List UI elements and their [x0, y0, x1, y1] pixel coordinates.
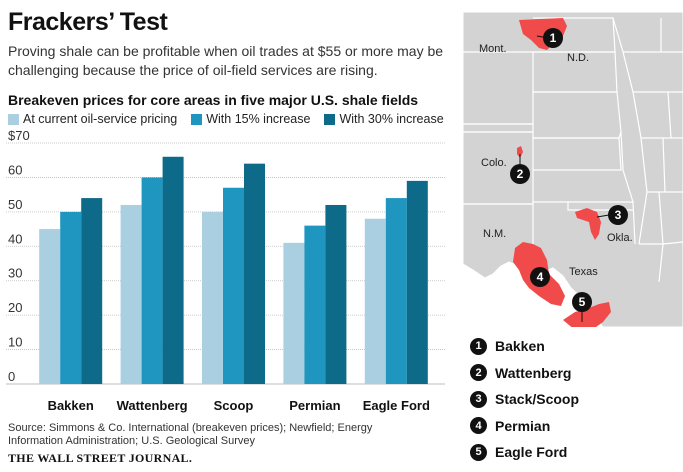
bar: [283, 242, 305, 384]
marker-3-label: 3: [615, 208, 622, 222]
y-tick-label: 50: [8, 197, 22, 212]
y-tick-label: 30: [8, 266, 22, 281]
y-tick-label: 60: [8, 162, 22, 177]
legend-label-15pct: With 15% increase: [206, 112, 311, 126]
y-tick-label: $70: [8, 130, 30, 143]
publisher-credit: THE WALL STREET JOURNAL.: [8, 451, 193, 465]
bar: [364, 218, 386, 384]
legend-item-current: At current oil-service pricing: [8, 112, 177, 126]
marker-4-label: 4: [537, 270, 544, 284]
wattenberg-region: [517, 146, 523, 158]
map-legend-item-bakken: 1 Bakken: [470, 333, 579, 360]
marker-1-circle: [543, 28, 563, 48]
bar-chart: $70 60 50 40 30 20 10 0 Bakken Wattenberg Scoop Per…: [6, 130, 445, 413]
marker-2-circle: [510, 164, 530, 184]
marker-3-circle: [608, 205, 628, 225]
bar: [223, 187, 244, 384]
x-tick-label: Bakken: [48, 398, 94, 413]
subtitle: Proving shale can be profitable when oil…: [8, 43, 444, 78]
legend-item-15pct: With 15% increase: [191, 112, 310, 126]
bar: [81, 198, 103, 384]
map-legend: 1 Bakken 2 Wattenberg 3 Stack/Scoop 4 Pe…: [470, 333, 579, 466]
legend-swatch-15pct: [191, 113, 203, 125]
us-shale-map: Mont. N.D. Colo. N.M. Okla. Texas 1 2 3 …: [463, 12, 683, 327]
chart-legend: At current oil-service pricing With 15% …: [8, 112, 444, 126]
x-tick-label: Scoop: [214, 398, 254, 413]
marker-2-label: 2: [517, 167, 524, 181]
map-label-mont: Mont.: [479, 43, 507, 55]
map-legend-item-permian: 4 Permian: [470, 413, 579, 440]
x-tick-label: Eagle Ford: [363, 398, 430, 413]
bar: [406, 180, 428, 384]
map-legend-label-eagle-ford: Eagle Ford: [495, 444, 568, 461]
bar: [120, 204, 142, 384]
map-legend-label-wattenberg: Wattenberg: [495, 364, 572, 381]
state-borders: [463, 17, 683, 283]
map-markers: 1 2 3 4 5: [510, 28, 628, 322]
legend-swatch-30pct: [324, 113, 336, 125]
x-tick-label: Permian: [289, 398, 340, 413]
map-legend-num-1: 1: [470, 337, 487, 355]
marker-5-label: 5: [579, 295, 586, 309]
y-tick-label: 20: [8, 300, 22, 315]
y-tick-label: 0: [8, 369, 15, 384]
chart-title: Breakeven prices for core areas in five …: [8, 92, 419, 108]
bar: [162, 156, 184, 384]
bar: [325, 204, 347, 384]
bar: [304, 225, 326, 384]
legend-label-current: At current oil-service pricing: [23, 112, 178, 126]
map-legend-num-5: 5: [470, 443, 487, 461]
map-label-nd: N.D.: [567, 52, 589, 64]
y-tick-label: 10: [8, 335, 22, 350]
bar: [202, 211, 223, 384]
stack-scoop-region: [575, 208, 601, 240]
legend-swatch-current: [8, 113, 19, 125]
bar: [39, 229, 61, 384]
eagle-ford-region: [563, 302, 611, 327]
x-tick-label: Wattenberg: [117, 398, 188, 413]
map-legend-num-3: 3: [470, 390, 487, 408]
bar: [60, 211, 82, 384]
bar: [385, 198, 407, 384]
map-legend-item-wattenberg: 2 Wattenberg: [470, 360, 579, 387]
marker-5-circle: [572, 292, 592, 312]
map-label-okla: Okla.: [607, 232, 633, 244]
marker-3-leader: [596, 214, 610, 218]
map-legend-label-stack-scoop: Stack/Scoop: [495, 391, 580, 408]
map-legend-label-permian: Permian: [495, 417, 551, 434]
map-legend-num-2: 2: [470, 364, 487, 382]
y-tick-label: 40: [8, 231, 22, 246]
map-legend-item-eagle-ford: 5 Eagle Ford: [470, 439, 579, 466]
bar: [141, 177, 163, 384]
marker-1-label: 1: [550, 31, 557, 45]
map-legend-item-stack-scoop: 3 Stack/Scoop: [470, 386, 579, 413]
map-label-colo: Colo.: [481, 157, 507, 169]
legend-item-30pct: With 30% increase: [324, 112, 444, 126]
page-title: Frackers’ Test: [8, 8, 168, 36]
map-label-texas: Texas: [569, 266, 598, 278]
map-legend-num-4: 4: [470, 417, 487, 435]
legend-label-30pct: With 30% increase: [339, 112, 444, 126]
marker-4-circle: [530, 267, 550, 287]
bar: [244, 163, 265, 384]
map-legend-label-bakken: Bakken: [495, 338, 545, 355]
map-label-nm: N.M.: [483, 228, 506, 240]
source-note: Source: Simmons & Co. International (bre…: [8, 422, 373, 447]
